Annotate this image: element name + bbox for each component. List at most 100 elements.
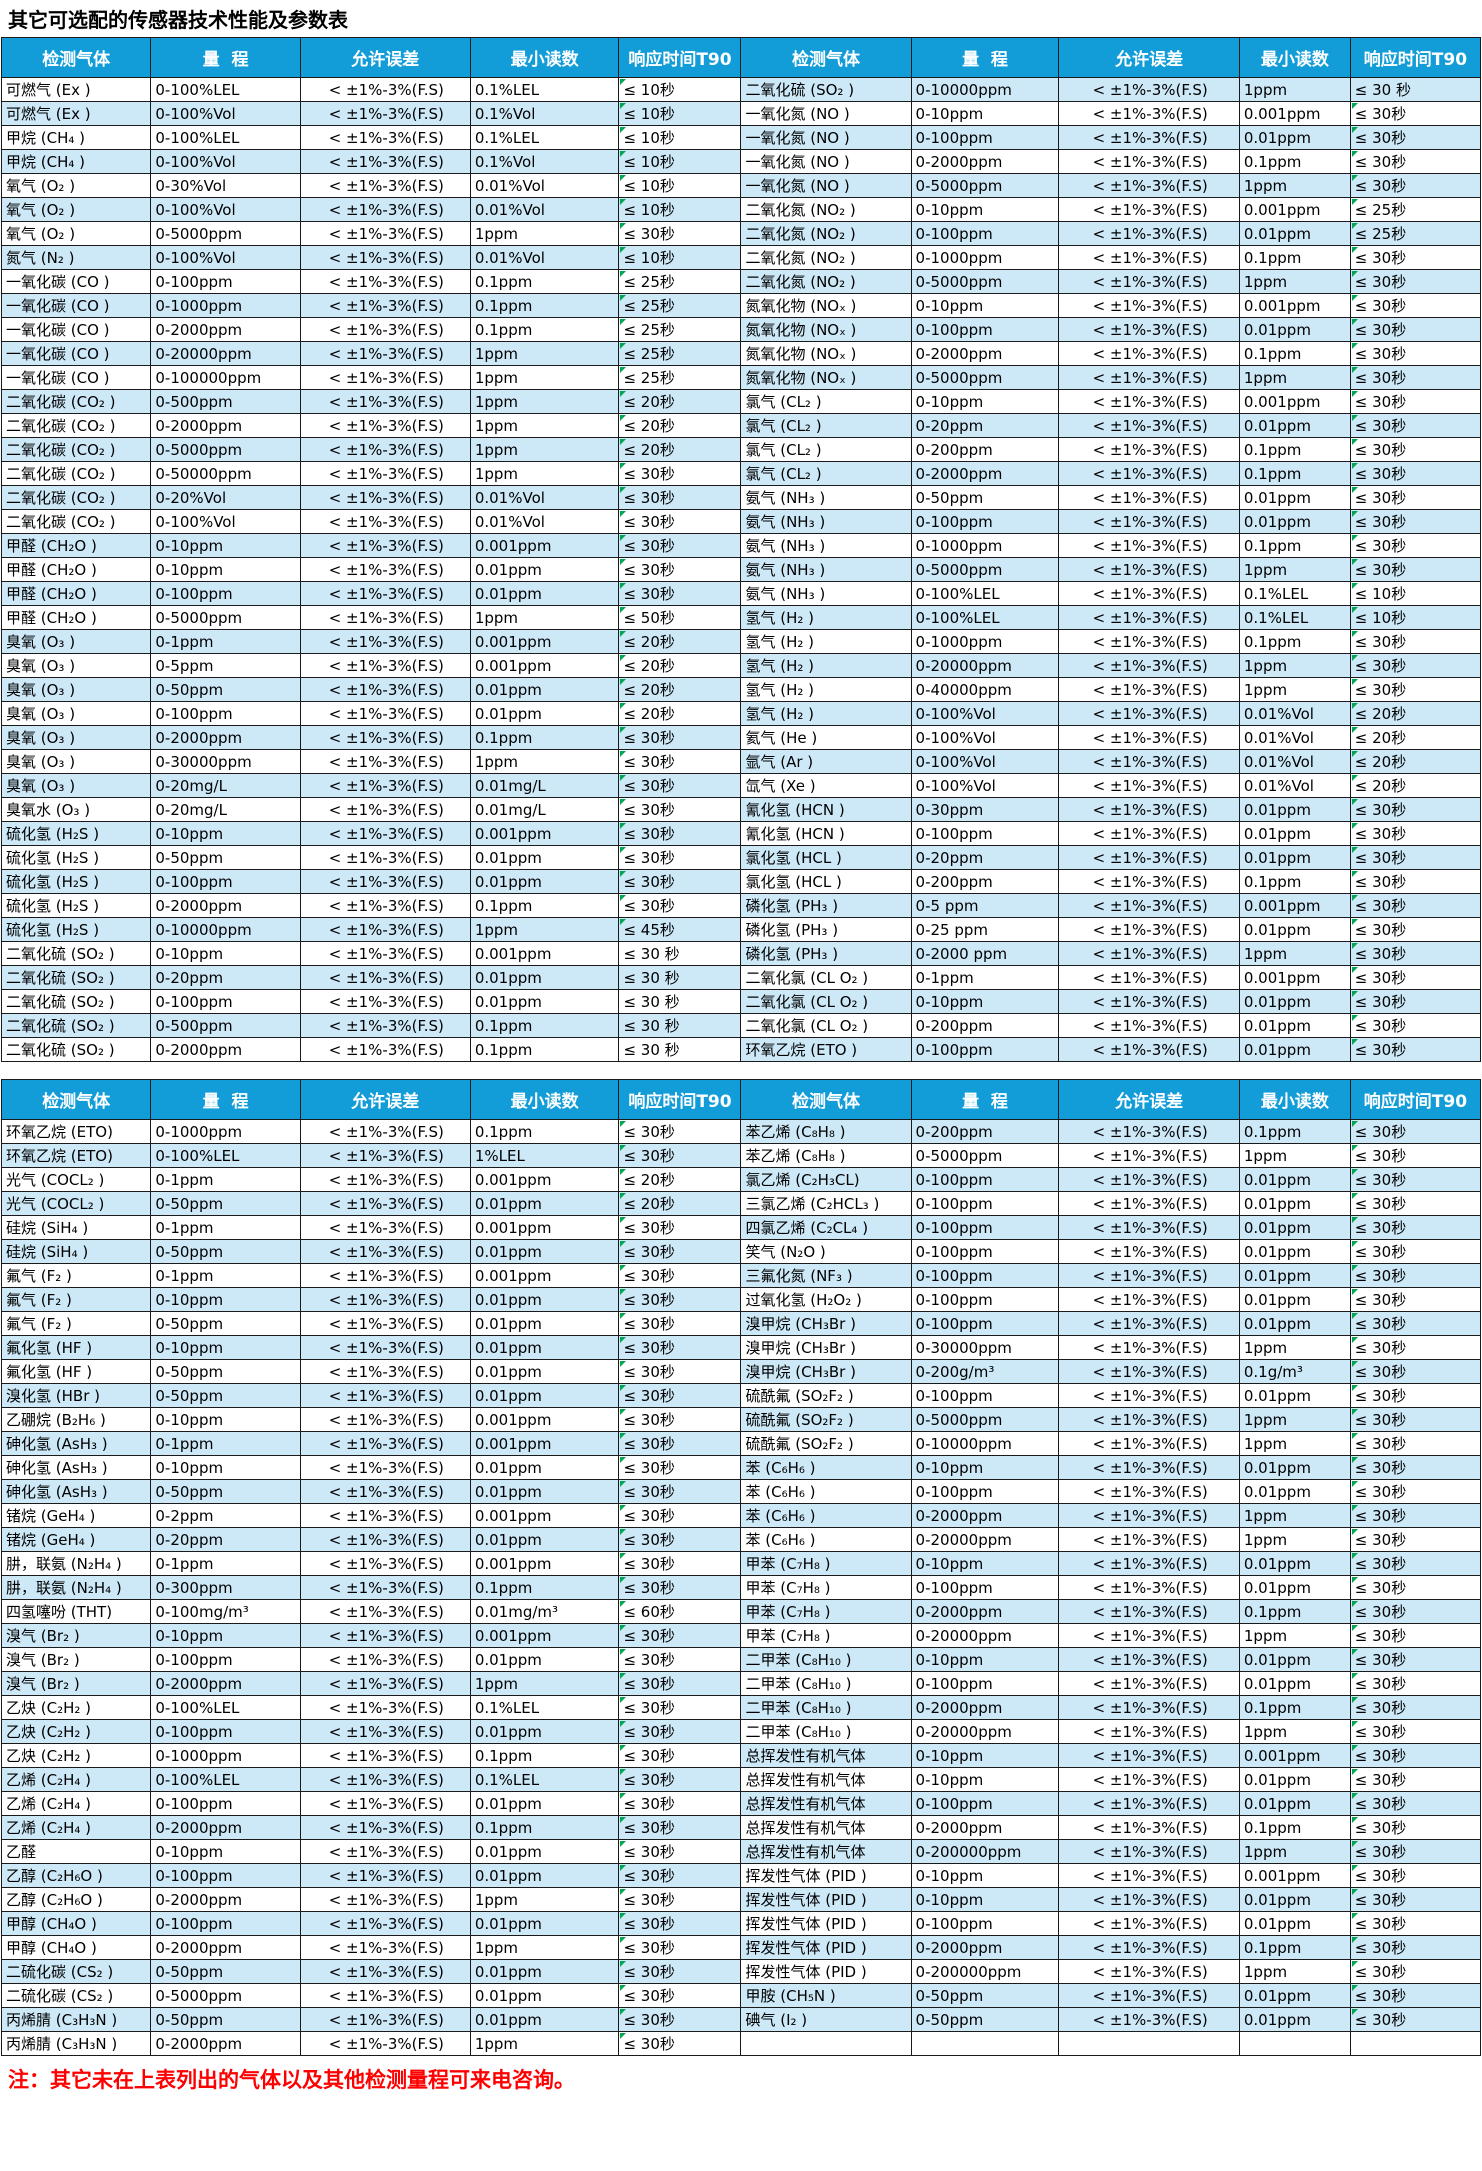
cell-response-time: ≤ 30秒 [1349,1431,1482,1456]
cell-min-reading: 0.01ppm [1238,1551,1351,1576]
cell-response-time: ≤ 30秒 [618,893,742,918]
table-row: 硫化氢 (H₂S ) 0-50ppm < ±1%-3%(F.S) 0.01ppm ≤ 3… [0,845,1482,870]
cell-gas: 氩气 (Ar ) [740,749,912,774]
table-row: 环氧乙烷 (ETO) 0-1000ppm < ±1%-3%(F.S) 0.1ppm ≤ … [0,1119,1482,1144]
cell-tolerance: < ±1%-3%(F.S) [1058,653,1240,678]
cell-gas: 硫化氢 (H₂S ) [0,917,152,942]
cell-min-reading [1238,2031,1351,2056]
cell-range: 0-200000ppm [910,1959,1060,1984]
cell-min-reading: 0.001ppm [469,941,620,966]
table-row: 氧气 (O₂ ) 0-5000ppm < ±1%-3%(F.S) 1ppm ≤ 30秒二… [0,221,1482,246]
cell-range: 0-2000ppm [150,893,301,918]
cell-min-reading: 0.01ppm [1238,1575,1351,1600]
cell-gas: 光气 (COCL₂ ) [0,1167,152,1192]
cell-range: 0-2000ppm [910,1935,1060,1960]
cell-tolerance: < ±1%-3%(F.S) [299,533,471,558]
cell-tolerance: < ±1%-3%(F.S) [299,917,471,942]
cell-range: 0-100ppm [910,509,1060,534]
cell-response-time: ≤ 30秒 [1349,1407,1482,1432]
cell-response-time: ≤ 30秒 [618,1839,742,1864]
cell-min-reading: 0.01ppm [469,1311,620,1336]
cell-range: 0-2000ppm [910,1815,1060,1840]
cell-range: 0-50000ppm [150,461,301,486]
table-row: 二氧化硫 (SO₂ ) 0-10ppm < ±1%-3%(F.S) 0.001ppm ≤… [0,941,1482,966]
cell-tolerance: < ±1%-3%(F.S) [1058,989,1240,1014]
cell-min-reading: 0.001ppm [469,1407,620,1432]
cell-response-time: ≤ 30秒 [1349,1311,1482,1336]
cell-min-reading: 0.01ppm [469,1359,620,1384]
cell-response-time: ≤ 30秒 [1349,1959,1482,1984]
cell-gas: 溴气 (Br₂ ) [0,1647,152,1672]
cell-range: 0-10ppm [150,1455,301,1480]
cell-tolerance: < ±1%-3%(F.S) [1058,413,1240,438]
cell-tolerance: < ±1%-3%(F.S) [1058,1359,1240,1384]
cell-gas: 三氯乙烯 (C₂HCL₃ ) [740,1191,912,1216]
column-header-gas: 检测气体 [740,1079,912,1120]
cell-min-reading: 0.001ppm [469,653,620,678]
column-header-range: 量 程 [910,37,1060,78]
table-row: 丙烯腈 (C₃H₃N ) 0-50ppm < ±1%-3%(F.S) 0.01ppm ≤… [0,2007,1482,2032]
cell-range: 0-10ppm [150,533,301,558]
table-row: 臭氧 (O₃ ) 0-5ppm < ±1%-3%(F.S) 0.001ppm ≤ 20秒… [0,653,1482,678]
cell-tolerance: < ±1%-3%(F.S) [299,989,471,1014]
cell-range: 0-1ppm [150,1167,301,1192]
cell-min-reading: 1ppm [469,605,620,630]
cell-min-reading: 0.001ppm [469,821,620,846]
cell-min-reading: 0.1%LEL [469,1695,620,1720]
cell-range: 0-100%LEL [150,1143,301,1168]
cell-tolerance: < ±1%-3%(F.S) [1058,1983,1240,2008]
cell-response-time: ≤ 30秒 [618,1959,742,1984]
cell-gas: 挥发性气体 (PID ) [740,1959,912,1984]
header-row: 检测气体量 程允许误差 最小读数 响应时间T90 检测气体量 程允许误差 最小读数 响应时… [0,37,1482,78]
table-row: 二氧化碳 (CO₂ ) 0-20%Vol < ±1%-3%(F.S) 0.01%Vol… [0,485,1482,510]
cell-min-reading: 1%LEL [469,1143,620,1168]
table-row: 砷化氢 (AsH₃ ) 0-10ppm < ±1%-3%(F.S) 0.01ppm ≤ … [0,1455,1482,1480]
cell-gas: 氢气 (H₂ ) [740,677,912,702]
table-row: 乙醛 0-10ppm < ±1%-3%(F.S) 0.01ppm ≤ 30秒 总挥发性有机… [0,1839,1482,1864]
cell-gas: 乙烯 (C₂H₄ ) [0,1767,152,1792]
cell-range: 0-2000ppm [150,2031,301,2056]
cell-tolerance: < ±1%-3%(F.S) [299,1983,471,2008]
cell-tolerance: < ±1%-3%(F.S) [299,1623,471,1648]
cell-range: 0-100ppm [910,1215,1060,1240]
cell-response-time: ≤ 30秒 [1349,533,1482,558]
cell-range: 0-20ppm [150,965,301,990]
cell-min-reading: 0.01ppm [469,1455,620,1480]
cell-range: 0-1ppm [150,1215,301,1240]
cell-range: 0-100ppm [910,1167,1060,1192]
cell-min-reading: 1ppm [469,437,620,462]
cell-min-reading: 1ppm [1238,677,1351,702]
cell-range: 0-5000ppm [910,269,1060,294]
cell-tolerance: < ±1%-3%(F.S) [1058,677,1240,702]
cell-range: 0-100000ppm [150,365,301,390]
cell-gas: 挥发性气体 (PID ) [740,1911,912,1936]
cell-gas: 可燃气 (Ex ) [0,101,152,126]
cell-min-reading: 0.01ppm [1238,1647,1351,1672]
cell-min-reading: 0.001ppm [469,1431,620,1456]
cell-tolerance: < ±1%-3%(F.S) [1058,1791,1240,1816]
cell-min-reading: 0.001ppm [1238,893,1351,918]
cell-tolerance: < ±1%-3%(F.S) [299,77,471,102]
cell-min-reading: 0.01ppm [469,1959,620,1984]
cell-response-time: ≤ 30秒 [1349,677,1482,702]
table-row: 环氧乙烷 (ETO) 0-100%LEL < ±1%-3%(F.S) 1%LEL ≤ 3… [0,1143,1482,1168]
cell-tolerance: < ±1%-3%(F.S) [299,1671,471,1696]
cell-response-time: ≤ 25秒 [618,341,742,366]
cell-min-reading: 0.01ppm [1238,797,1351,822]
column-header-min-reading: 最小读数 [1238,1079,1351,1120]
cell-tolerance: < ±1%-3%(F.S) [1058,389,1240,414]
cell-response-time: ≤ 30秒 [1349,1143,1482,1168]
cell-min-reading: 0.001ppm [1238,197,1351,222]
cell-tolerance: < ±1%-3%(F.S) [299,965,471,990]
cell-min-reading: 0.01ppm [469,1287,620,1312]
cell-gas: 臭氧水 (O₃ ) [0,797,152,822]
cell-min-reading: 0.01ppm [1238,1167,1351,1192]
cell-gas: 甲醛 (CH₂O ) [0,605,152,630]
cell-range: 0-100ppm [910,125,1060,150]
cell-tolerance: < ±1%-3%(F.S) [299,1263,471,1288]
cell-gas: 氢气 (H₂ ) [740,701,912,726]
cell-min-reading: 1ppm [1238,1431,1351,1456]
cell-min-reading: 0.001ppm [469,629,620,654]
cell-tolerance: < ±1%-3%(F.S) [1058,581,1240,606]
cell-range: 0-20ppm [150,1527,301,1552]
